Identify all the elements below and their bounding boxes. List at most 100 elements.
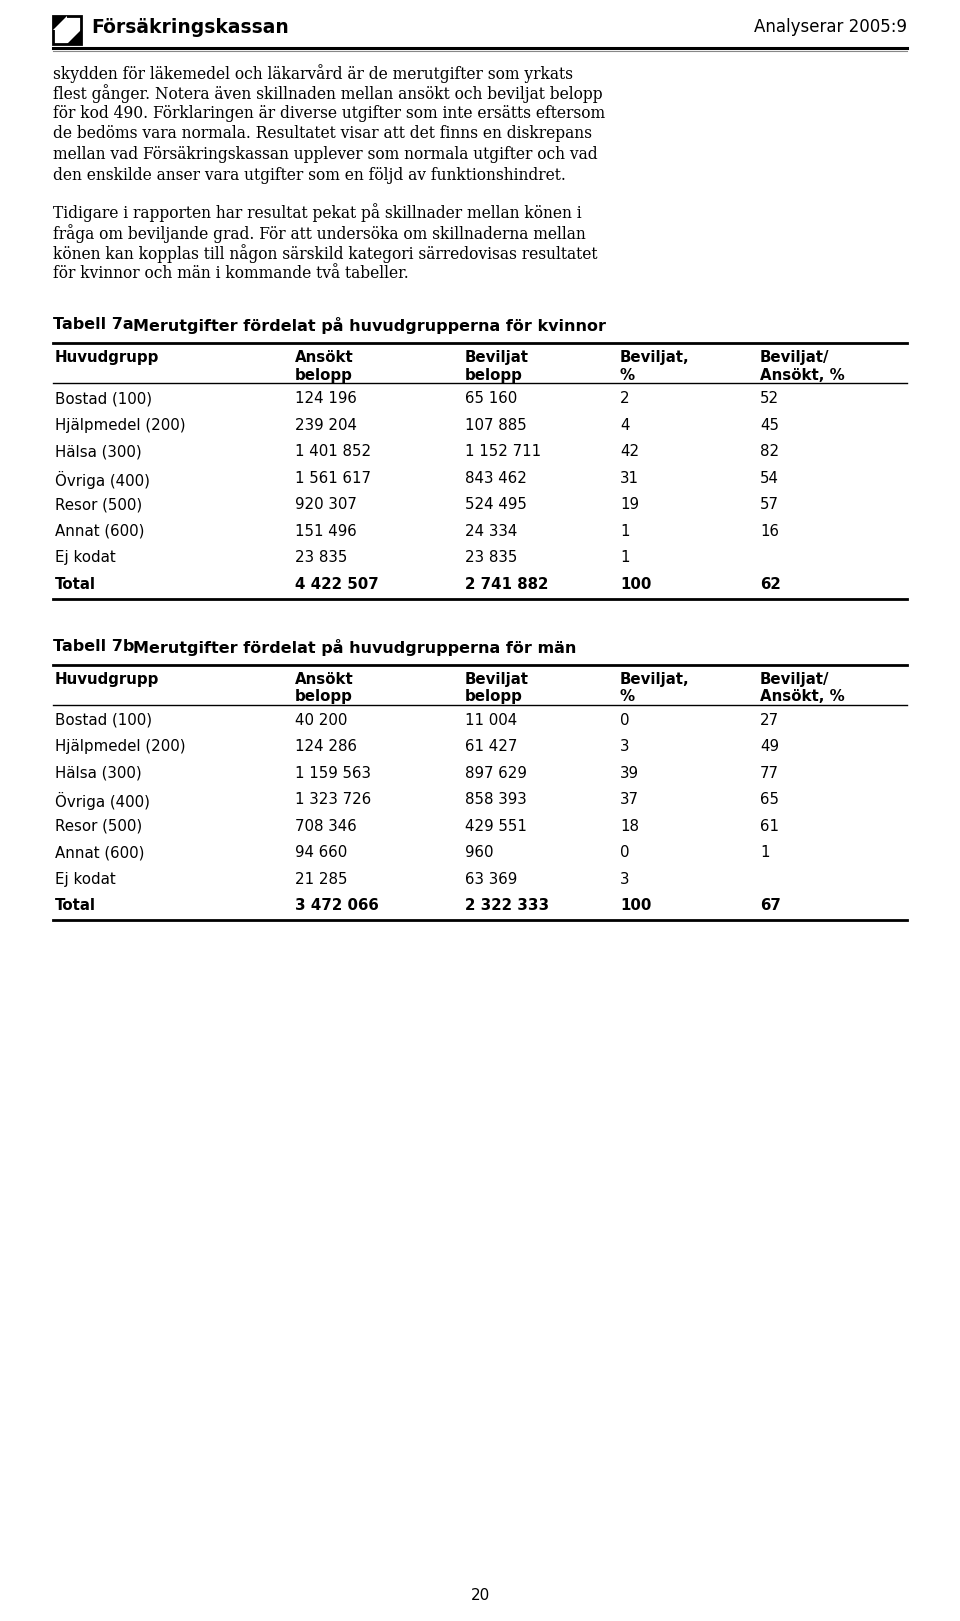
Text: 1 323 726: 1 323 726 (295, 793, 372, 807)
Text: 960: 960 (465, 846, 493, 861)
Text: 21 285: 21 285 (295, 872, 348, 887)
Text: skydden för läkemedel och läkarvård är de merutgifter som yrkats: skydden för läkemedel och läkarvård är d… (53, 63, 573, 83)
Text: Ej kodat: Ej kodat (55, 872, 116, 887)
Text: Analyserar 2005:9: Analyserar 2005:9 (754, 18, 907, 36)
Text: 23 835: 23 835 (295, 551, 348, 566)
Text: 897 629: 897 629 (465, 765, 527, 781)
Text: 920 307: 920 307 (295, 498, 357, 512)
Text: mellan vad Försäkringskassan upplever som normala utgifter och vad: mellan vad Försäkringskassan upplever so… (53, 146, 598, 164)
Text: för kvinnor och män i kommande två tabeller.: för kvinnor och män i kommande två tabel… (53, 264, 409, 282)
Text: 31: 31 (620, 470, 639, 486)
Text: Hälsa (300): Hälsa (300) (55, 444, 142, 459)
Text: för kod 490. Förklaringen är diverse utgifter som inte ersätts eftersom: för kod 490. Förklaringen är diverse utg… (53, 105, 605, 122)
Text: 1 561 617: 1 561 617 (295, 470, 371, 486)
Bar (53, 16, 67, 31)
Text: 107 885: 107 885 (465, 418, 527, 433)
Text: den enskilde anser vara utgifter som en följd av funktionshindret.: den enskilde anser vara utgifter som en … (53, 167, 565, 183)
Text: de bedöms vara normala. Resultatet visar att det finns en diskrepans: de bedöms vara normala. Resultatet visar… (53, 125, 592, 143)
Text: 4: 4 (620, 418, 630, 433)
Text: 2 322 333: 2 322 333 (465, 898, 549, 913)
Text: Huvudgrupp: Huvudgrupp (55, 350, 159, 365)
Text: 708 346: 708 346 (295, 819, 357, 833)
Text: Tabell 7b: Tabell 7b (53, 639, 134, 653)
Text: Tidigare i rapporten har resultat pekat på skillnader mellan könen i: Tidigare i rapporten har resultat pekat … (53, 203, 582, 222)
Text: 4 422 507: 4 422 507 (295, 577, 379, 592)
Text: Tabell 7a: Tabell 7a (53, 318, 133, 332)
Text: 52: 52 (760, 391, 780, 407)
Text: 3: 3 (620, 872, 630, 887)
Text: könen kan kopplas till någon särskild kategori särredovisas resultatet: könen kan kopplas till någon särskild ka… (53, 245, 597, 263)
Text: Total: Total (55, 898, 96, 913)
Text: Beviljat,
%: Beviljat, % (620, 350, 689, 383)
Text: Hjälpmedel (200): Hjälpmedel (200) (55, 418, 185, 433)
Text: Övriga (400): Övriga (400) (55, 470, 150, 490)
Text: 1 401 852: 1 401 852 (295, 444, 372, 459)
Text: 40 200: 40 200 (295, 713, 348, 728)
Text: 11 004: 11 004 (465, 713, 517, 728)
Text: 24 334: 24 334 (465, 524, 517, 538)
Text: 16: 16 (760, 524, 779, 538)
Text: 61 427: 61 427 (465, 739, 517, 754)
Text: 3: 3 (620, 739, 630, 754)
Text: 19: 19 (620, 498, 639, 512)
Text: Beviljat
belopp: Beviljat belopp (465, 671, 529, 704)
Text: 3 472 066: 3 472 066 (295, 898, 379, 913)
Text: 42: 42 (620, 444, 639, 459)
Text: 1 152 711: 1 152 711 (465, 444, 541, 459)
Text: Beviljat
belopp: Beviljat belopp (465, 350, 529, 383)
Text: Bostad (100): Bostad (100) (55, 713, 152, 728)
Text: 63 369: 63 369 (465, 872, 517, 887)
Text: Ansökt
belopp: Ansökt belopp (295, 350, 353, 383)
Text: 62: 62 (760, 577, 780, 592)
Text: Beviljat/
Ansökt, %: Beviljat/ Ansökt, % (760, 350, 845, 383)
Text: Resor (500): Resor (500) (55, 498, 142, 512)
Text: 124 196: 124 196 (295, 391, 357, 407)
Text: 37: 37 (620, 793, 639, 807)
Polygon shape (67, 31, 81, 44)
Text: Övriga (400): Övriga (400) (55, 793, 150, 810)
Text: Annat (600): Annat (600) (55, 524, 145, 538)
Text: Ej kodat: Ej kodat (55, 551, 116, 566)
Text: 429 551: 429 551 (465, 819, 527, 833)
Text: Merutgifter fördelat på huvudgrupperna för män: Merutgifter fördelat på huvudgrupperna f… (133, 639, 576, 657)
Text: 858 393: 858 393 (465, 793, 527, 807)
Text: 1: 1 (620, 524, 630, 538)
Text: 0: 0 (620, 846, 630, 861)
Text: 65 160: 65 160 (465, 391, 517, 407)
Text: 54: 54 (760, 470, 779, 486)
Text: 2: 2 (620, 391, 630, 407)
Text: Försäkringskassan: Försäkringskassan (91, 18, 289, 37)
Text: 82: 82 (760, 444, 780, 459)
Text: Merutgifter fördelat på huvudgrupperna för kvinnor: Merutgifter fördelat på huvudgrupperna f… (133, 318, 606, 334)
Text: 65: 65 (760, 793, 779, 807)
Text: 77: 77 (760, 765, 779, 781)
Bar (53, 16, 81, 44)
Text: Hälsa (300): Hälsa (300) (55, 765, 142, 781)
Text: 27: 27 (760, 713, 780, 728)
Text: Beviljat/
Ansökt, %: Beviljat/ Ansökt, % (760, 671, 845, 704)
Text: flest gånger. Notera även skillnaden mellan ansökt och beviljat belopp: flest gånger. Notera även skillnaden mel… (53, 84, 603, 104)
Text: Ansökt
belopp: Ansökt belopp (295, 671, 353, 704)
Text: fråga om beviljande grad. För att undersöka om skillnaderna mellan: fråga om beviljande grad. För att unders… (53, 224, 586, 243)
Text: 67: 67 (760, 898, 780, 913)
Text: 1 159 563: 1 159 563 (295, 765, 371, 781)
Text: 57: 57 (760, 498, 779, 512)
Text: 23 835: 23 835 (465, 551, 517, 566)
Text: 239 204: 239 204 (295, 418, 357, 433)
Text: 20: 20 (470, 1589, 490, 1603)
Text: 49: 49 (760, 739, 779, 754)
Text: 39: 39 (620, 765, 639, 781)
Text: Total: Total (55, 577, 96, 592)
Text: 843 462: 843 462 (465, 470, 527, 486)
Text: 61: 61 (760, 819, 779, 833)
Text: Beviljat,
%: Beviljat, % (620, 671, 689, 704)
Text: 1: 1 (760, 846, 770, 861)
Text: 2 741 882: 2 741 882 (465, 577, 548, 592)
Polygon shape (53, 16, 67, 31)
Text: 18: 18 (620, 819, 639, 833)
Text: Huvudgrupp: Huvudgrupp (55, 671, 159, 687)
Text: 0: 0 (620, 713, 630, 728)
Text: 524 495: 524 495 (465, 498, 527, 512)
Text: 124 286: 124 286 (295, 739, 357, 754)
Text: Annat (600): Annat (600) (55, 846, 145, 861)
